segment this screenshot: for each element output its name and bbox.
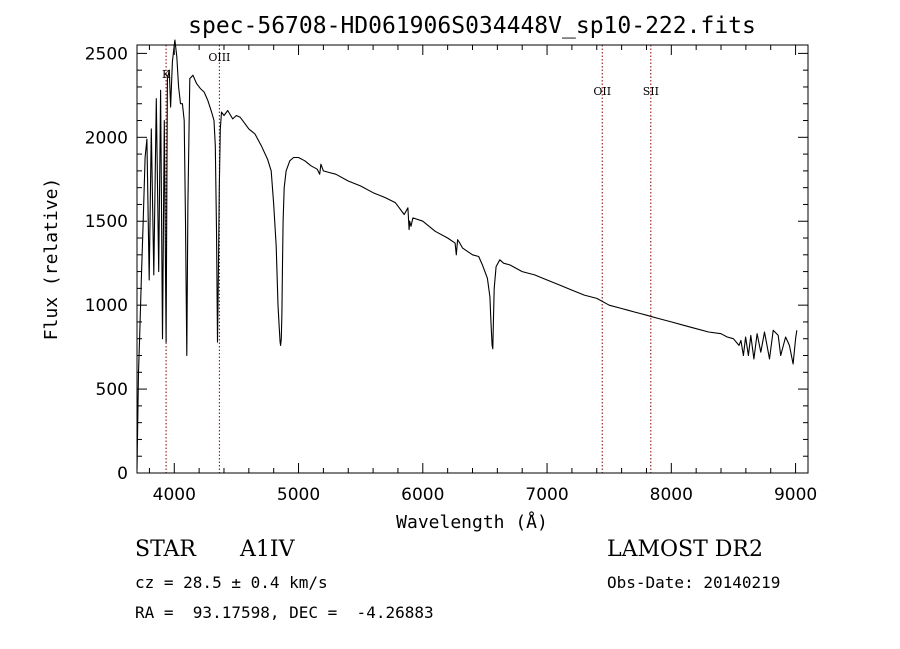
- obs-date: Obs-Date: 20140219: [607, 573, 781, 592]
- survey-name: LAMOST DR2: [607, 537, 763, 562]
- line-label-oiii: OIII: [208, 51, 230, 64]
- line-label-k: K: [162, 68, 171, 81]
- y-tick-label: 1500: [85, 212, 128, 232]
- spectral-class: A1IV: [240, 537, 295, 562]
- x-tick-label: 7000: [525, 485, 568, 505]
- x-tick-label: 8000: [650, 485, 693, 505]
- object-type: STAR: [135, 537, 196, 562]
- plot-frame: [136, 44, 809, 474]
- x-axis-label: Wavelength (Å): [396, 511, 548, 533]
- y-tick-label: 500: [96, 380, 128, 400]
- x-tick-label: 4000: [153, 485, 196, 505]
- line-label-oii: OII: [593, 85, 611, 98]
- line-markers: K OIII OII SII: [162, 45, 659, 473]
- line-label-sii: SII: [643, 85, 659, 98]
- y-axis-label: Flux (relative): [41, 178, 62, 341]
- x-tick-label: 9000: [774, 485, 817, 505]
- coordinates: RA = 93.17598, DEC = -4.26883: [135, 603, 434, 622]
- spectrum-line: [136, 39, 798, 470]
- x-tick-label: 6000: [401, 485, 444, 505]
- y-tick-label: 0: [117, 464, 128, 484]
- chart-title: spec-56708-HD061906S034448V_sp10-222.fit…: [188, 13, 756, 39]
- redshift-line: cz = 28.5 ± 0.4 km/s: [135, 573, 328, 592]
- axis-ticks: 4000 5000 6000 7000 8000 9000 0 500 1000 1500 2000…: [85, 44, 817, 505]
- y-tick-label: 2000: [85, 128, 128, 148]
- y-tick-label: 1000: [85, 296, 128, 316]
- y-tick-label: 2500: [85, 44, 128, 64]
- x-tick-label: 5000: [277, 485, 320, 505]
